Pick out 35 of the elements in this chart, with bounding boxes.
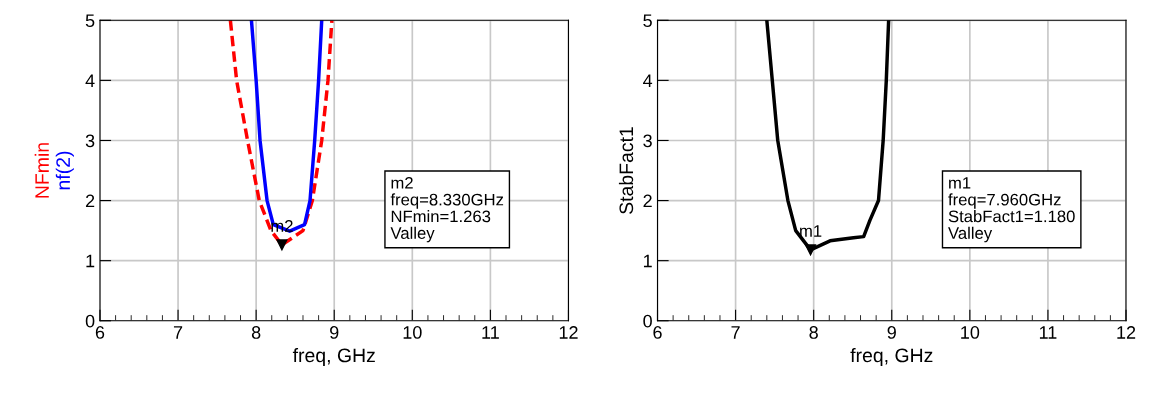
- x-tick-label: 7: [731, 326, 740, 339]
- x-tick-label: 10: [961, 326, 980, 339]
- y-tick-label: 0: [643, 314, 652, 328]
- x-tick-label: 9: [887, 326, 896, 339]
- y-tick-label: 1: [643, 254, 652, 268]
- x-tick-label: 12: [559, 326, 578, 339]
- x-tick-label: 8: [809, 326, 818, 339]
- x-tick-label: 6: [653, 326, 662, 339]
- text: nf(2): [55, 151, 74, 190]
- x-tick-label: 6: [95, 326, 105, 339]
- annotation: m2 freq=8.330GHz NFmin=1.263 Valley: [390, 176, 504, 243]
- x-tick-label: 11: [1039, 326, 1057, 339]
- x-axis-title: freq, GHz: [292, 348, 375, 367]
- y-tick-label: 5: [85, 14, 95, 28]
- y-tick-label: 4: [643, 74, 653, 87]
- x-axis-title: freq, GHz: [850, 348, 933, 367]
- text: NFmin: [34, 143, 49, 198]
- y-tick-label: 1: [86, 254, 95, 268]
- annotation: m1 freq=7.960GHz StabFact1=1.180 Valley: [948, 177, 1075, 243]
- y-tick-label: 5: [643, 14, 652, 28]
- y-tick-label: 2: [643, 194, 652, 208]
- y-tick-label: 3: [643, 134, 652, 148]
- y-tick-label: 0: [85, 314, 95, 328]
- x-tick-label: 10: [403, 326, 422, 339]
- x-tick-label: 8: [251, 326, 261, 339]
- x-tick-label: 9: [330, 326, 339, 339]
- y-tick-label: 4: [85, 74, 95, 87]
- y-tick-label: 3: [85, 134, 95, 148]
- x-tick-label: 12: [1117, 326, 1136, 339]
- x-tick-label: 7: [173, 326, 183, 339]
- x-tick-label: 11: [482, 326, 499, 339]
- annotation: m1: [800, 225, 822, 237]
- y-axis-title: StabFact1: [618, 127, 634, 214]
- y-tick-label: 2: [85, 194, 95, 208]
- line-series: [249, 20, 324, 233]
